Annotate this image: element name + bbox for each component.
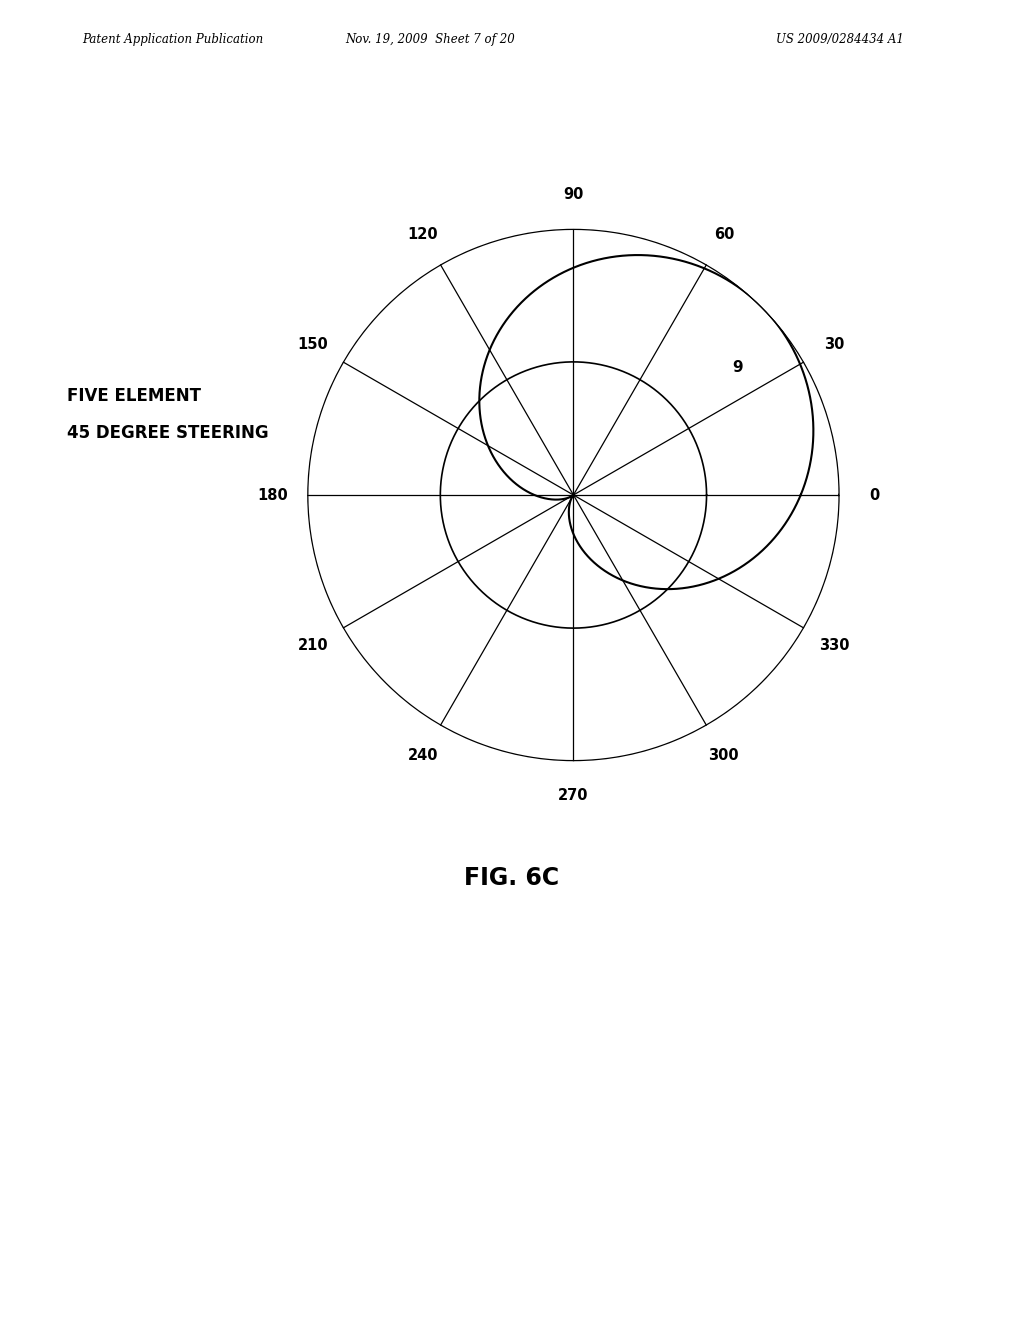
Text: 0: 0 [869, 487, 880, 503]
Text: FIVE ELEMENT: FIVE ELEMENT [67, 387, 201, 405]
Text: 90: 90 [563, 186, 584, 202]
Text: 180: 180 [257, 487, 288, 503]
Text: 30: 30 [823, 337, 844, 352]
Text: 45 DEGREE STEERING: 45 DEGREE STEERING [67, 424, 268, 442]
Text: 210: 210 [298, 638, 329, 653]
Text: 300: 300 [709, 748, 739, 763]
Text: 9: 9 [732, 359, 742, 375]
Text: 330: 330 [819, 638, 849, 653]
Text: Nov. 19, 2009  Sheet 7 of 20: Nov. 19, 2009 Sheet 7 of 20 [345, 33, 515, 46]
Text: 60: 60 [714, 227, 734, 242]
Text: US 2009/0284434 A1: US 2009/0284434 A1 [776, 33, 903, 46]
Text: 150: 150 [298, 337, 329, 352]
Text: FIG. 6C: FIG. 6C [465, 866, 559, 890]
Text: 120: 120 [408, 227, 438, 242]
Text: 240: 240 [408, 748, 438, 763]
Text: Patent Application Publication: Patent Application Publication [82, 33, 263, 46]
Text: 270: 270 [558, 788, 589, 804]
